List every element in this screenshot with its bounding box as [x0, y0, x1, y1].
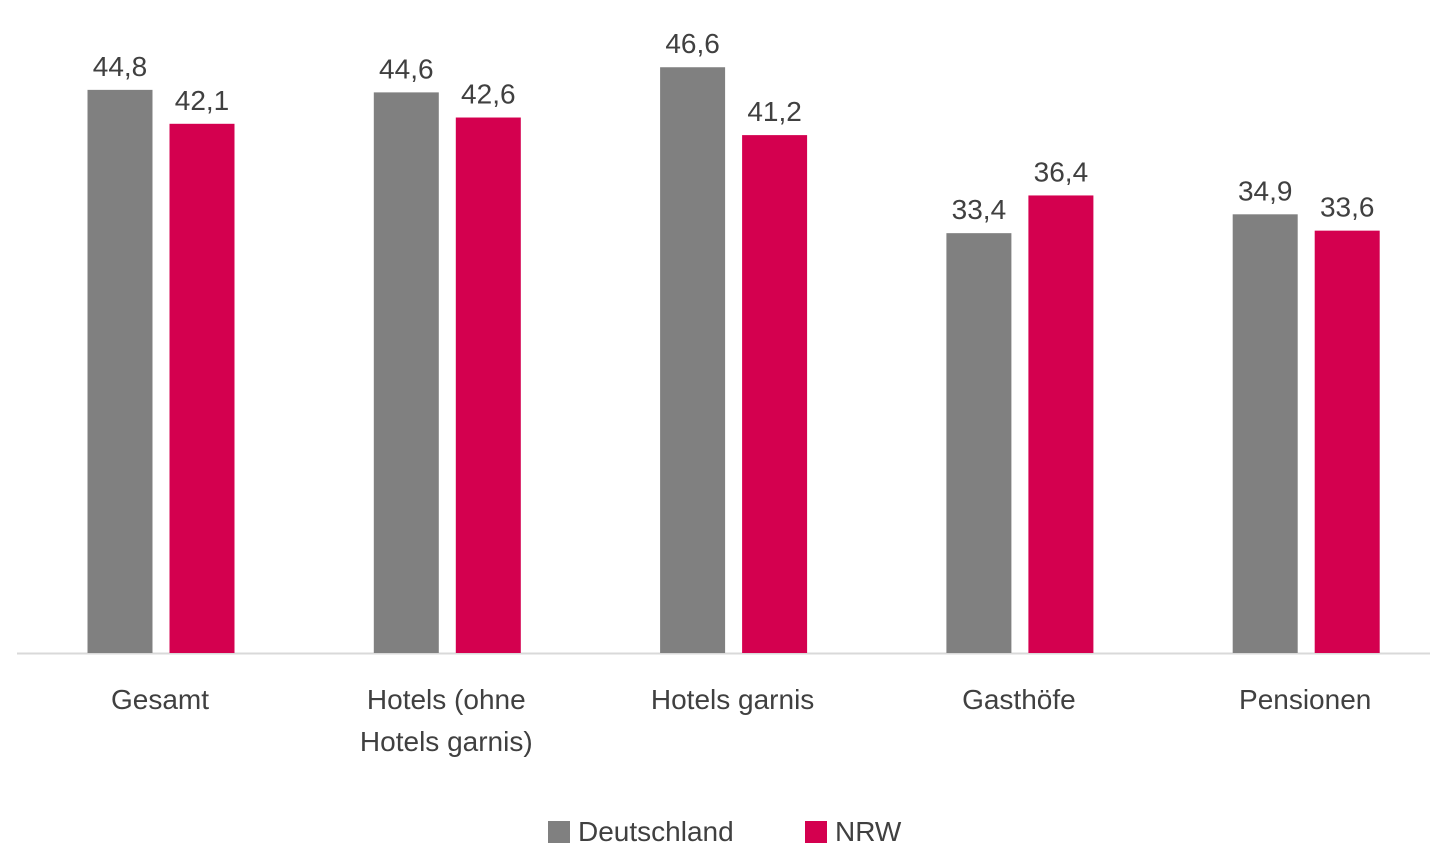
data-label: 33,4 [952, 194, 1007, 225]
legend-label: NRW [835, 816, 902, 847]
data-label: 34,9 [1238, 175, 1293, 206]
bar [87, 89, 153, 653]
x-tick-label: Gesamt [110, 684, 210, 715]
data-label: 44,6 [379, 53, 434, 84]
bar [455, 117, 521, 653]
legend-swatch [548, 821, 570, 843]
bar [373, 92, 439, 654]
bar [742, 135, 808, 654]
legend-swatch [805, 821, 827, 843]
bar [1314, 230, 1380, 653]
data-label: 41,2 [747, 96, 802, 127]
bar [660, 67, 726, 654]
bar [1028, 195, 1094, 653]
x-tick-label: Gasthöfe [962, 684, 1076, 715]
legend-item: Deutschland [548, 814, 734, 850]
x-tick-label: Pensionen [1239, 684, 1372, 715]
x-tick-label: Hotels garnis [650, 684, 815, 715]
bar [946, 233, 1012, 654]
bar [1232, 214, 1298, 653]
data-label: 33,6 [1320, 192, 1375, 223]
data-label: 42,6 [461, 79, 516, 110]
data-label: 36,4 [1034, 156, 1089, 187]
legend-item: NRW [805, 814, 901, 850]
bar [169, 123, 235, 654]
data-label: 44,8 [93, 51, 148, 82]
data-label: 42,1 [175, 85, 230, 116]
legend-label: Deutschland [578, 816, 734, 847]
x-tick-label: Hotels (ohne Hotels garnis) [359, 684, 533, 757]
data-label: 46,6 [665, 28, 720, 59]
